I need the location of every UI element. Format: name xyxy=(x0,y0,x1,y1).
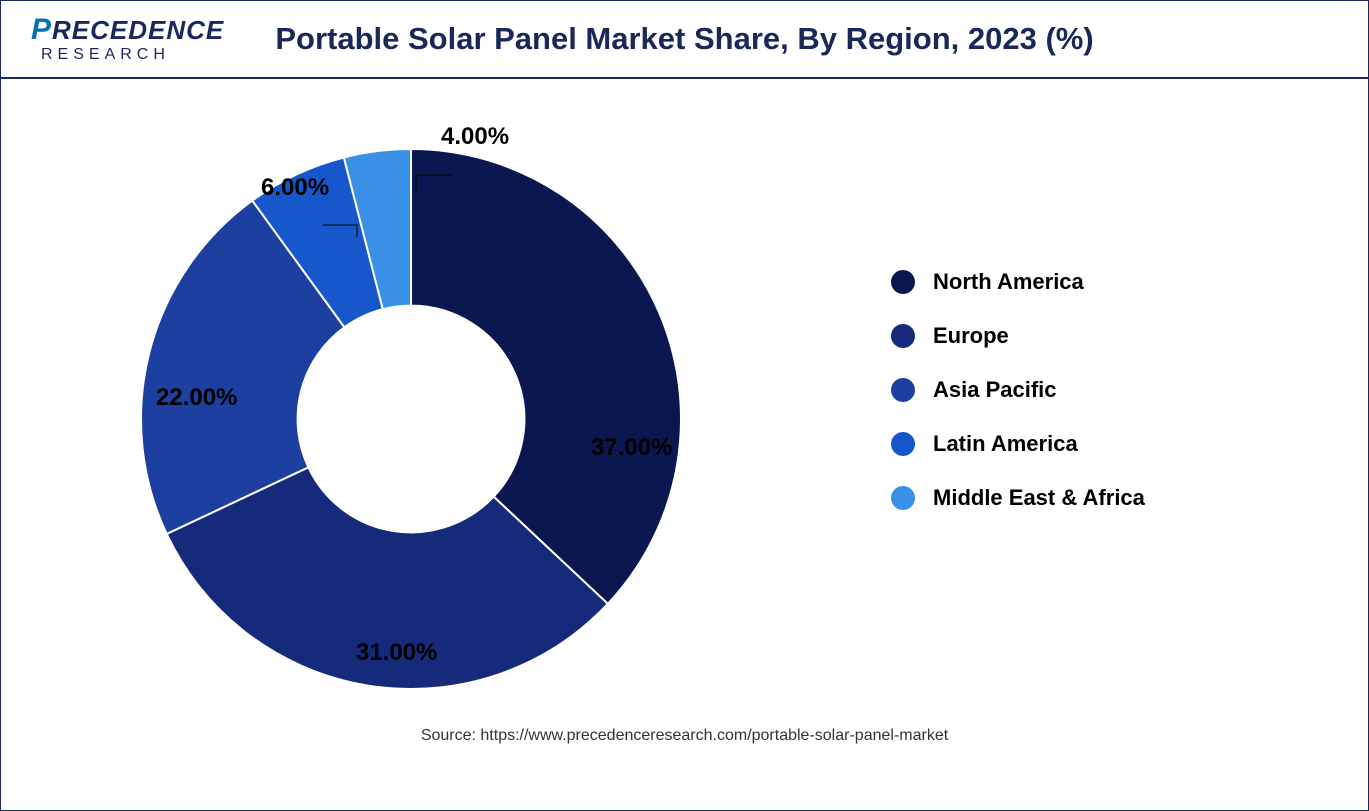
legend-marker xyxy=(891,378,915,402)
donut-chart: 37.00%31.00%22.00%6.00%4.00% xyxy=(141,149,681,689)
legend-label: Latin America xyxy=(933,431,1078,457)
brand-rest: RECEDENCE xyxy=(52,15,224,45)
brand-name: PRECEDENCE xyxy=(31,15,224,45)
legend-label: North America xyxy=(933,269,1084,295)
legend-marker xyxy=(891,432,915,456)
chart-area: 37.00%31.00%22.00%6.00%4.00% North Ameri… xyxy=(1,79,1368,759)
legend-marker xyxy=(891,324,915,348)
legend-label: Asia Pacific xyxy=(933,377,1057,403)
brand-text: PRECEDENCE RESEARCH xyxy=(31,15,224,63)
legend-item: Latin America xyxy=(891,431,1145,457)
brand-p: P xyxy=(31,13,52,46)
legend-label: Europe xyxy=(933,323,1009,349)
legend-item: Europe xyxy=(891,323,1145,349)
brand-logo: PRECEDENCE RESEARCH xyxy=(31,15,224,63)
chart-container: PRECEDENCE RESEARCH Portable Solar Panel… xyxy=(0,0,1369,811)
source-line: Source: https://www.precedenceresearch.c… xyxy=(1,727,1368,745)
leader-lines xyxy=(141,109,681,729)
legend-label: Middle East & Africa xyxy=(933,485,1145,511)
legend-item: Asia Pacific xyxy=(891,377,1145,403)
legend-marker xyxy=(891,486,915,510)
legend-item: Middle East & Africa xyxy=(891,485,1145,511)
brand-sub: RESEARCH xyxy=(41,47,224,63)
header: PRECEDENCE RESEARCH Portable Solar Panel… xyxy=(1,1,1368,79)
leader-line xyxy=(323,225,357,237)
legend-marker xyxy=(891,270,915,294)
legend: North America Europe Asia Pacific Latin Ame… xyxy=(891,269,1145,511)
legend-item: North America xyxy=(891,269,1145,295)
leader-line xyxy=(416,175,453,191)
